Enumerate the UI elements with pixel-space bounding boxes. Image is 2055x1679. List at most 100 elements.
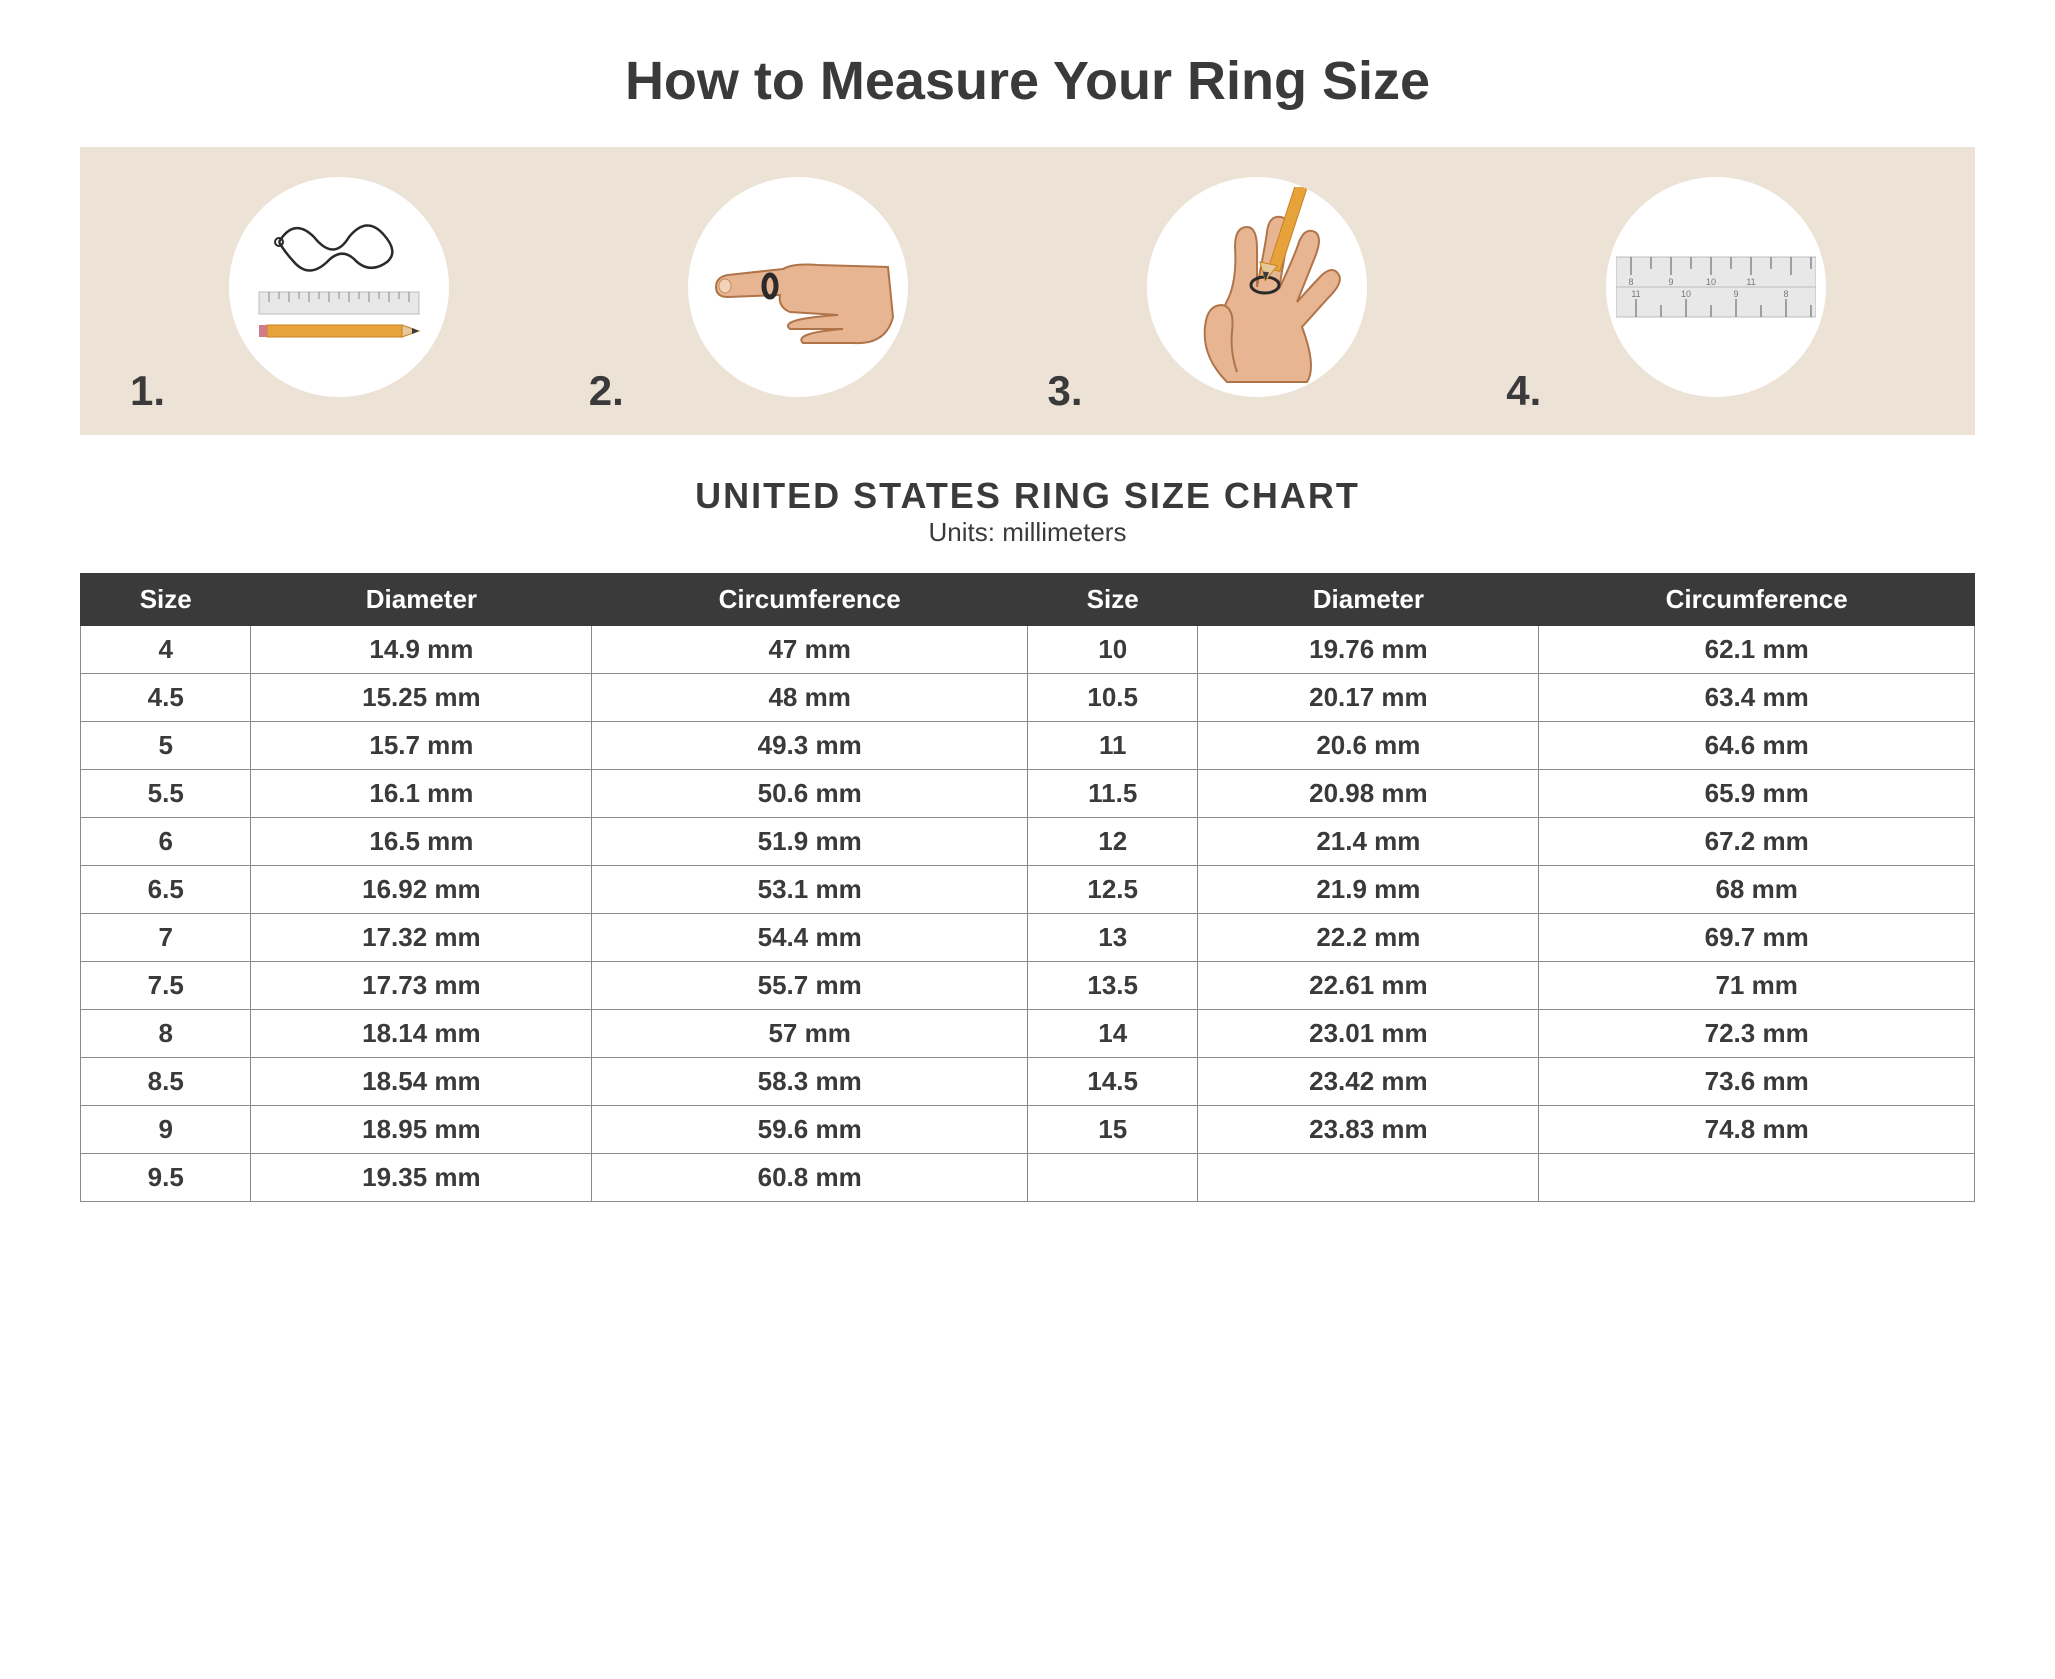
table-cell: 18.54 mm bbox=[251, 1058, 592, 1106]
step-2: 2. bbox=[579, 177, 1018, 415]
table-row: 717.32 mm54.4 mm1322.2 mm69.7 mm bbox=[81, 914, 1975, 962]
table-cell: 6.5 bbox=[81, 866, 251, 914]
table-cell: 69.7 mm bbox=[1539, 914, 1975, 962]
table-cell: 16.5 mm bbox=[251, 818, 592, 866]
table-cell: 14 bbox=[1027, 1010, 1197, 1058]
table-row: 414.9 mm47 mm1019.76 mm62.1 mm bbox=[81, 626, 1975, 674]
table-cell: 12.5 bbox=[1027, 866, 1197, 914]
step-3: 3. bbox=[1038, 177, 1477, 415]
table-cell: 67.2 mm bbox=[1539, 818, 1975, 866]
table-cell: 9.5 bbox=[81, 1154, 251, 1202]
table-cell: 55.7 mm bbox=[592, 962, 1028, 1010]
svg-text:8: 8 bbox=[1628, 277, 1633, 287]
table-cell: 48 mm bbox=[592, 674, 1028, 722]
table-cell: 23.83 mm bbox=[1198, 1106, 1539, 1154]
step-3-circle bbox=[1147, 177, 1367, 397]
table-cell: 60.8 mm bbox=[592, 1154, 1028, 1202]
table-row: 5.516.1 mm50.6 mm11.520.98 mm65.9 mm bbox=[81, 770, 1975, 818]
table-cell: 14.5 bbox=[1027, 1058, 1197, 1106]
table-cell: 73.6 mm bbox=[1539, 1058, 1975, 1106]
table-cell: 13.5 bbox=[1027, 962, 1197, 1010]
table-cell: 62.1 mm bbox=[1539, 626, 1975, 674]
table-cell: 14.9 mm bbox=[251, 626, 592, 674]
table-cell: 49.3 mm bbox=[592, 722, 1028, 770]
step-1-number: 1. bbox=[130, 367, 165, 415]
table-cell bbox=[1198, 1154, 1539, 1202]
table-cell: 22.2 mm bbox=[1198, 914, 1539, 962]
table-cell: 10 bbox=[1027, 626, 1197, 674]
table-cell: 11 bbox=[1027, 722, 1197, 770]
table-cell: 72.3 mm bbox=[1539, 1010, 1975, 1058]
col-size-1: Size bbox=[81, 574, 251, 626]
table-cell: 53.1 mm bbox=[592, 866, 1028, 914]
step-4-circle: 8 9 10 11 11 10 9 8 bbox=[1606, 177, 1826, 397]
svg-text:9: 9 bbox=[1733, 289, 1738, 299]
table-cell bbox=[1027, 1154, 1197, 1202]
table-cell: 7 bbox=[81, 914, 251, 962]
table-cell: 59.6 mm bbox=[592, 1106, 1028, 1154]
table-row: 6.516.92 mm53.1 mm12.521.9 mm68 mm bbox=[81, 866, 1975, 914]
step-1-circle bbox=[229, 177, 449, 397]
table-row: 818.14 mm57 mm1423.01 mm72.3 mm bbox=[81, 1010, 1975, 1058]
table-cell: 50.6 mm bbox=[592, 770, 1028, 818]
hand-pointing-icon bbox=[698, 197, 898, 377]
table-row: 515.7 mm49.3 mm1120.6 mm64.6 mm bbox=[81, 722, 1975, 770]
step-4-number: 4. bbox=[1506, 367, 1541, 415]
table-cell: 51.9 mm bbox=[592, 818, 1028, 866]
step-2-number: 2. bbox=[589, 367, 624, 415]
table-cell: 7.5 bbox=[81, 962, 251, 1010]
table-cell: 23.01 mm bbox=[1198, 1010, 1539, 1058]
table-cell: 68 mm bbox=[1539, 866, 1975, 914]
step-1: 1. bbox=[120, 177, 559, 415]
table-row: 918.95 mm59.6 mm1523.83 mm74.8 mm bbox=[81, 1106, 1975, 1154]
table-cell: 19.35 mm bbox=[251, 1154, 592, 1202]
table-cell: 4.5 bbox=[81, 674, 251, 722]
table-cell: 16.92 mm bbox=[251, 866, 592, 914]
table-cell: 74.8 mm bbox=[1539, 1106, 1975, 1154]
table-cell: 20.17 mm bbox=[1198, 674, 1539, 722]
page-title: How to Measure Your Ring Size bbox=[80, 50, 1975, 112]
table-cell: 65.9 mm bbox=[1539, 770, 1975, 818]
string-ruler-pencil-icon bbox=[249, 207, 429, 367]
table-cell: 64.6 mm bbox=[1539, 722, 1975, 770]
hand-pencil-mark-icon bbox=[1157, 187, 1357, 387]
table-cell: 22.61 mm bbox=[1198, 962, 1539, 1010]
table-row: 616.5 mm51.9 mm1221.4 mm67.2 mm bbox=[81, 818, 1975, 866]
table-cell: 23.42 mm bbox=[1198, 1058, 1539, 1106]
col-diameter-2: Diameter bbox=[1198, 574, 1539, 626]
table-row: 4.515.25 mm48 mm10.520.17 mm63.4 mm bbox=[81, 674, 1975, 722]
table-cell: 8.5 bbox=[81, 1058, 251, 1106]
chart-title: UNITED STATES RING SIZE CHART bbox=[80, 475, 1975, 517]
table-cell: 71 mm bbox=[1539, 962, 1975, 1010]
table-header-row: Size Diameter Circumference Size Diamete… bbox=[81, 574, 1975, 626]
col-circumference-1: Circumference bbox=[592, 574, 1028, 626]
ring-size-table: Size Diameter Circumference Size Diamete… bbox=[80, 573, 1975, 1202]
table-cell: 54.4 mm bbox=[592, 914, 1028, 962]
chart-subtitle: Units: millimeters bbox=[80, 517, 1975, 548]
table-cell: 18.95 mm bbox=[251, 1106, 592, 1154]
steps-panel: 1. 2. bbox=[80, 147, 1975, 435]
svg-text:11: 11 bbox=[1631, 289, 1640, 299]
ruler-icon: 8 9 10 11 11 10 9 8 bbox=[1616, 227, 1816, 347]
table-cell: 8 bbox=[81, 1010, 251, 1058]
svg-text:10: 10 bbox=[1681, 289, 1691, 299]
table-cell: 21.4 mm bbox=[1198, 818, 1539, 866]
table-cell: 47 mm bbox=[592, 626, 1028, 674]
table-row: 7.517.73 mm55.7 mm13.522.61 mm71 mm bbox=[81, 962, 1975, 1010]
table-cell: 20.6 mm bbox=[1198, 722, 1539, 770]
svg-text:11: 11 bbox=[1746, 277, 1755, 287]
table-cell bbox=[1539, 1154, 1975, 1202]
step-4: 8 9 10 11 11 10 9 8 4. bbox=[1496, 177, 1935, 415]
table-cell: 4 bbox=[81, 626, 251, 674]
table-cell: 11.5 bbox=[1027, 770, 1197, 818]
table-cell: 21.9 mm bbox=[1198, 866, 1539, 914]
table-cell: 19.76 mm bbox=[1198, 626, 1539, 674]
table-cell: 20.98 mm bbox=[1198, 770, 1539, 818]
table-cell: 13 bbox=[1027, 914, 1197, 962]
col-size-2: Size bbox=[1027, 574, 1197, 626]
col-diameter-1: Diameter bbox=[251, 574, 592, 626]
table-cell: 57 mm bbox=[592, 1010, 1028, 1058]
table-cell: 17.73 mm bbox=[251, 962, 592, 1010]
table-row: 9.519.35 mm60.8 mm bbox=[81, 1154, 1975, 1202]
col-circumference-2: Circumference bbox=[1539, 574, 1975, 626]
